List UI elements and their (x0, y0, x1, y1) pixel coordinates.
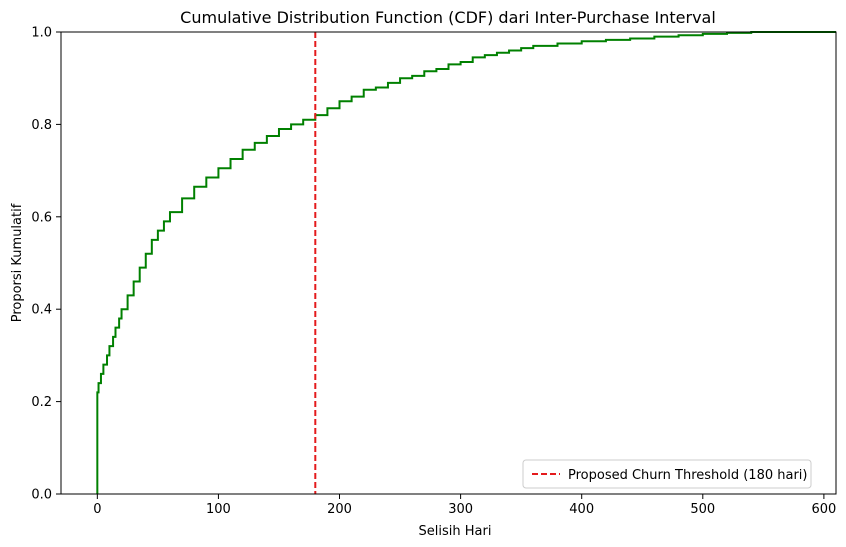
x-tick-label: 300 (448, 502, 473, 517)
x-tick-label: 600 (811, 502, 836, 517)
chart-title: Cumulative Distribution Function (CDF) d… (180, 8, 716, 27)
cdf-line (96, 31, 836, 494)
y-tick-label: 0.4 (31, 303, 52, 318)
plot-frame (60, 31, 837, 495)
legend: Proposed Churn Threshold (180 hari) (522, 459, 812, 489)
x-tick-label: 100 (206, 502, 231, 517)
x-tick-label: 0 (93, 502, 101, 517)
x-tick-label: 400 (569, 502, 594, 517)
plot-area (60, 31, 837, 495)
x-tick-label: 200 (327, 502, 352, 517)
y-axis-ticks: 0.0 0.2 0.4 0.6 0.8 1.0 (31, 26, 61, 503)
y-tick-label: 0.0 (31, 488, 52, 503)
y-tick-label: 1.0 (31, 26, 52, 41)
x-tick-label: 500 (690, 502, 715, 517)
x-axis-label: Selisih Hari (419, 524, 492, 539)
y-tick-label: 0.6 (31, 210, 52, 225)
x-axis-ticks: 0 100 200 300 400 500 600 (93, 494, 836, 517)
y-axis-label: Proporsi Kumulatif (10, 203, 25, 322)
legend-label-threshold: Proposed Churn Threshold (180 hari) (568, 468, 807, 483)
y-tick-label: 0.2 (31, 395, 52, 410)
legend-box (522, 459, 812, 489)
y-tick-label: 0.8 (31, 118, 52, 133)
